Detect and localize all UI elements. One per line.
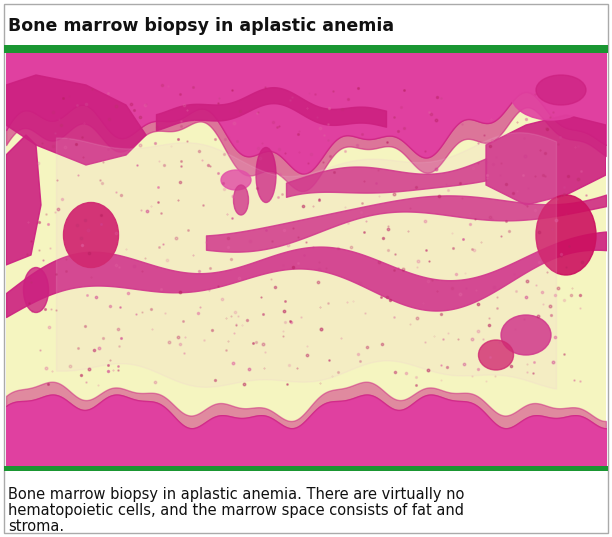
Bar [4, 45, 608, 53]
Text: stroma.: stroma. [8, 519, 64, 534]
Ellipse shape [536, 75, 586, 105]
Text: Bone marrow biopsy in aplastic anemia: Bone marrow biopsy in aplastic anemia [8, 17, 394, 35]
Bar [6, 53, 606, 465]
Ellipse shape [479, 340, 513, 370]
Polygon shape [486, 115, 606, 205]
Text: hematopoietic cells, and the marrow space consists of fat and: hematopoietic cells, and the marrow spac… [8, 503, 464, 518]
Polygon shape [6, 135, 41, 265]
Ellipse shape [234, 185, 248, 215]
Ellipse shape [64, 202, 119, 267]
Text: Bone marrow biopsy in aplastic anemia. There are virtually no: Bone marrow biopsy in aplastic anemia. T… [8, 487, 465, 502]
Ellipse shape [221, 170, 251, 190]
Ellipse shape [23, 267, 48, 313]
Ellipse shape [511, 70, 591, 120]
Polygon shape [6, 75, 146, 165]
Ellipse shape [501, 315, 551, 355]
Ellipse shape [536, 195, 596, 275]
Ellipse shape [256, 148, 276, 202]
Bar [4, 466, 608, 471]
